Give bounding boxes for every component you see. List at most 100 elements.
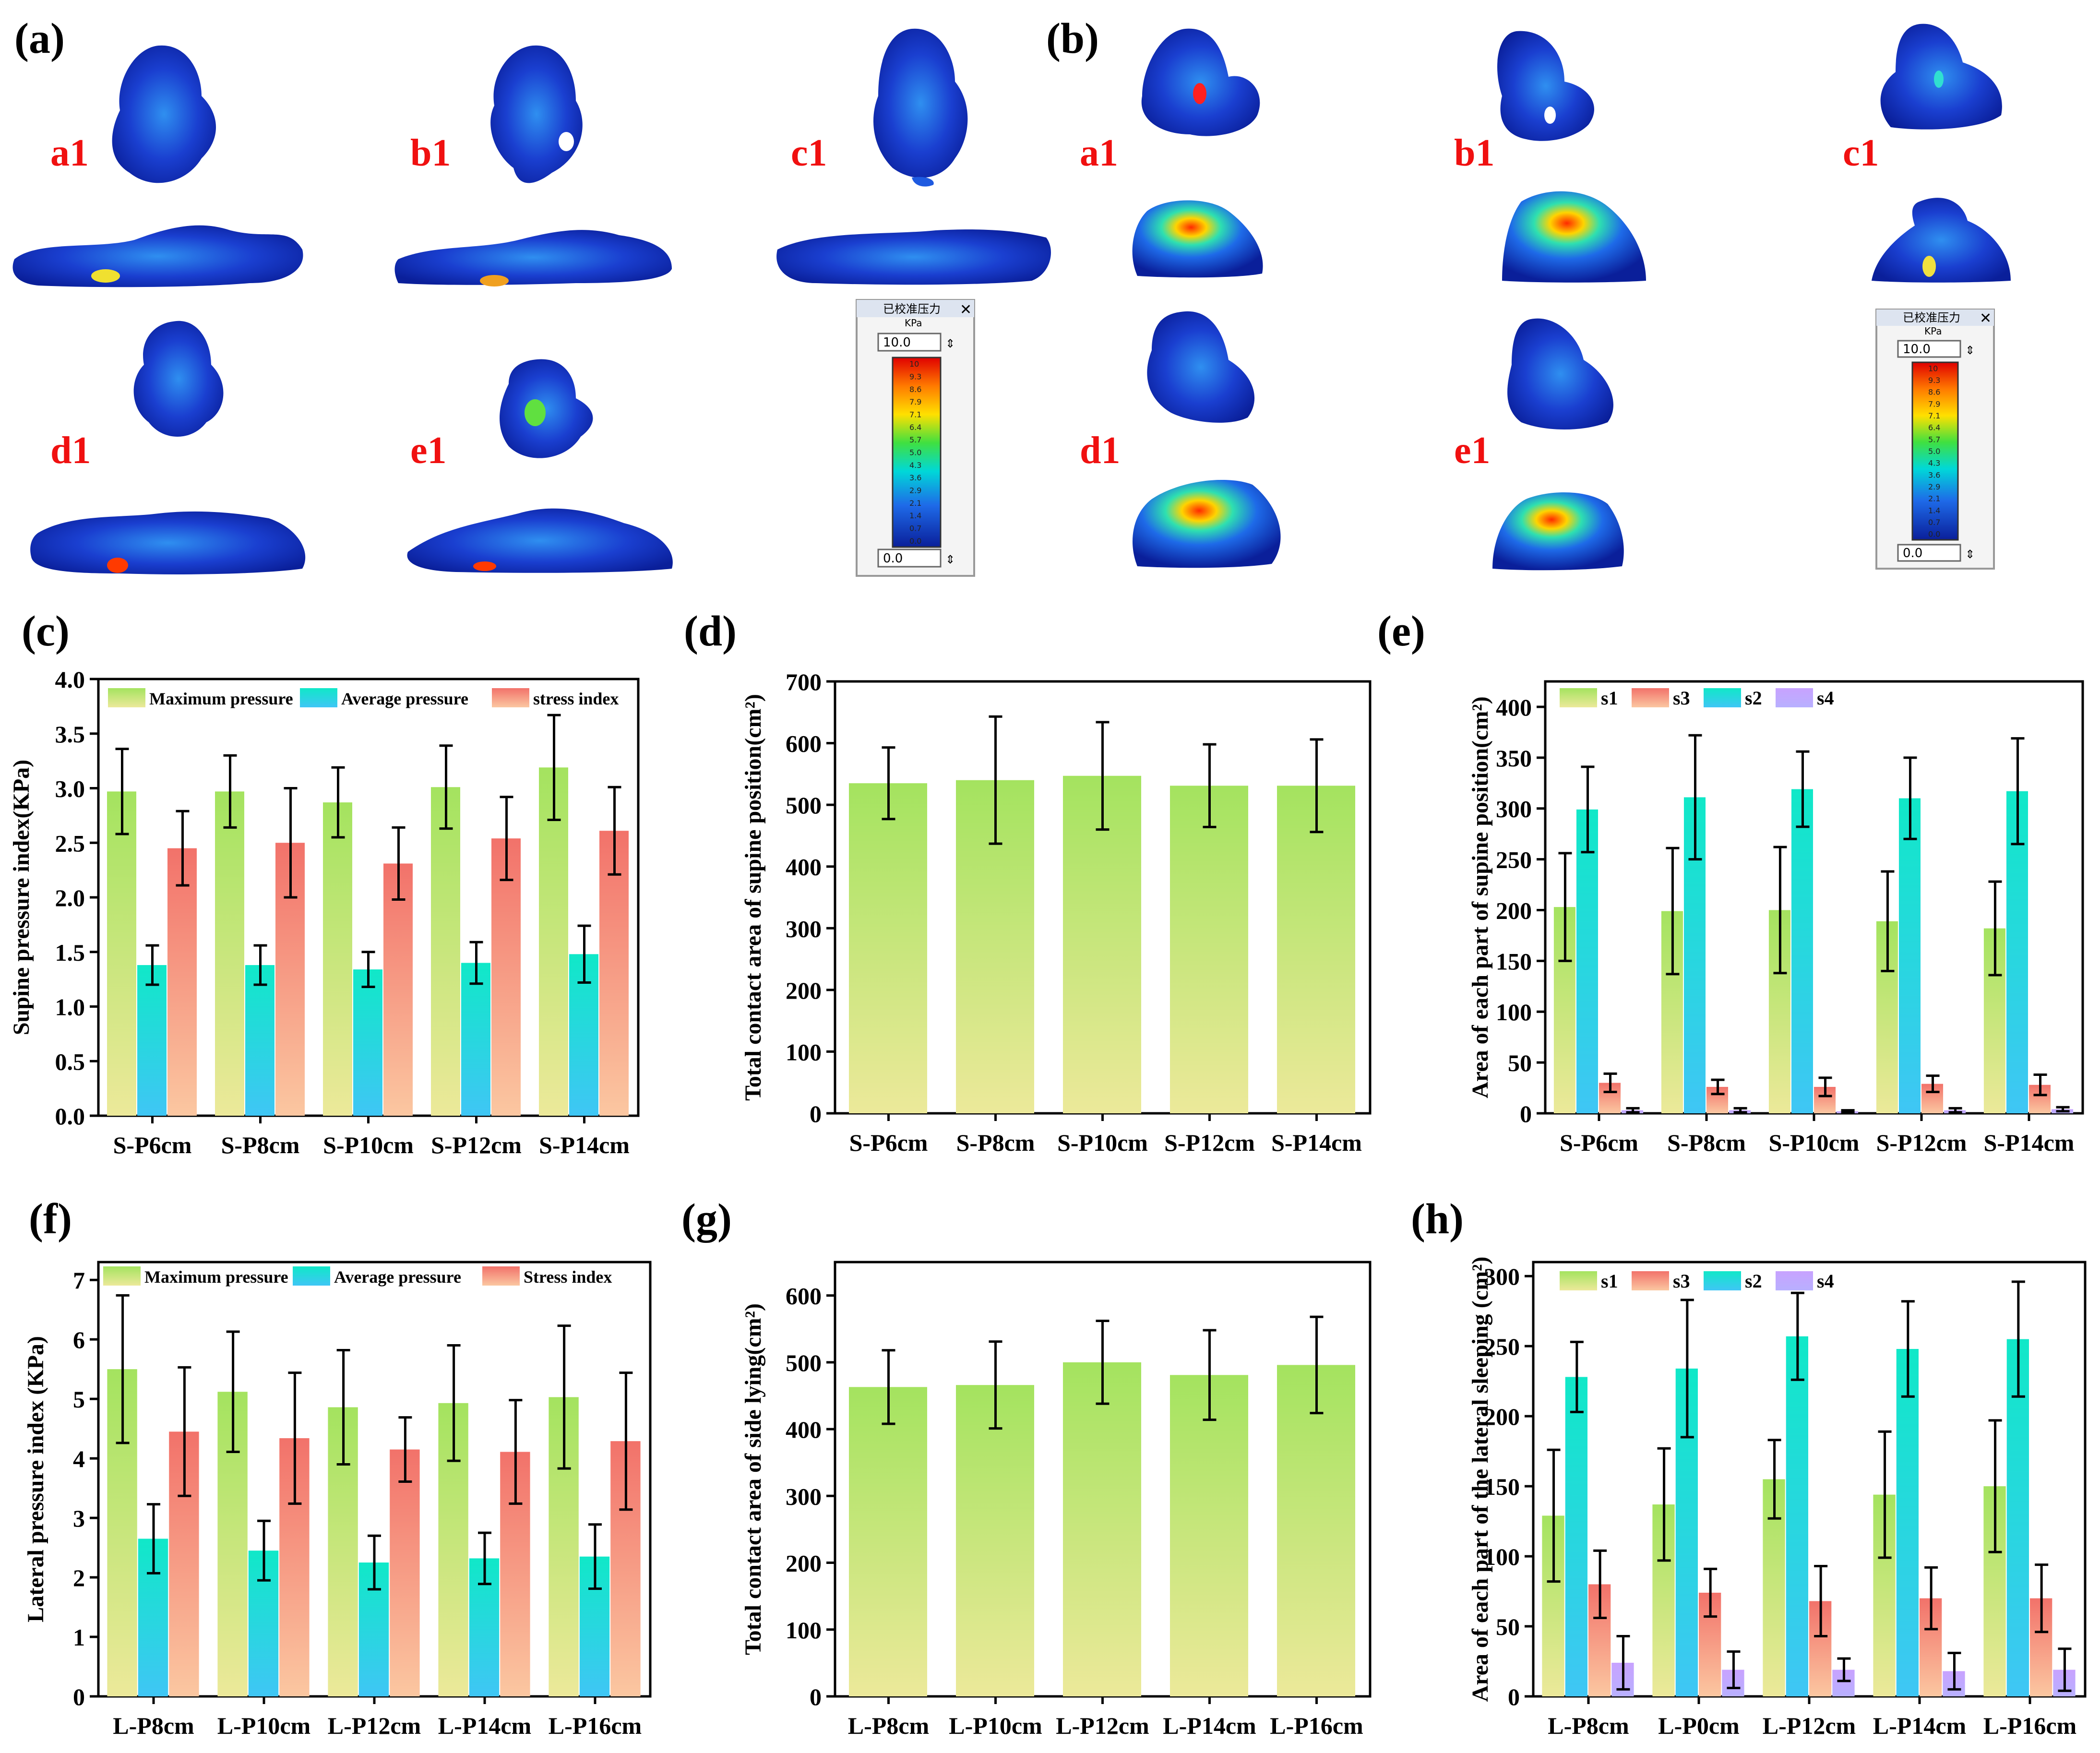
scale-unit: KPa xyxy=(905,317,922,329)
scale-tick-label: 9.3 xyxy=(909,372,921,382)
y-tick-label: 100 xyxy=(1484,1543,1520,1570)
hole xyxy=(559,132,574,151)
chart-f: 0 1 2 3 4 5 6 7 Lateral pressure index (KPa) L-P8… xyxy=(23,1261,652,1739)
legend-swatch xyxy=(1704,1271,1741,1290)
pressure-map-d1-head xyxy=(133,321,224,437)
bar xyxy=(107,791,136,1116)
x-tick-label: S-P10cm xyxy=(323,1132,414,1158)
legend-swatch xyxy=(1704,688,1741,707)
map-label-a1: a1 xyxy=(50,132,89,174)
map-label-c1: c1 xyxy=(791,132,827,174)
bar xyxy=(599,831,629,1116)
y-tick-label: 250 xyxy=(1496,847,1532,873)
bar xyxy=(215,791,244,1116)
legend-label: Maximum pressure xyxy=(149,689,293,708)
x-tick-label: S-P12cm xyxy=(1876,1129,1967,1156)
scale-tick-label: 7.1 xyxy=(909,410,921,419)
scale-colorbar xyxy=(892,357,942,548)
x-tick-label: S-P6cm xyxy=(113,1132,192,1158)
y-tick-label: 3.5 xyxy=(55,721,85,748)
y-tick-label: 3 xyxy=(73,1505,85,1532)
hotspot xyxy=(480,275,509,286)
y-tick-label: 400 xyxy=(786,1416,822,1443)
scale-tick-label: 8.6 xyxy=(909,385,921,394)
scale-tick-label: 5.0 xyxy=(909,448,921,457)
scale-tick-label: 7.1 xyxy=(1928,411,1940,420)
bar xyxy=(955,1385,1035,1696)
scale-tick-label: 0.7 xyxy=(909,524,921,533)
x-tick-label: S-P14cm xyxy=(1271,1129,1362,1156)
map-label-e1: e1 xyxy=(410,429,447,472)
map-label-b1: b1 xyxy=(1454,132,1495,174)
bar xyxy=(1062,1362,1142,1696)
scale-tick-label: 2.1 xyxy=(1928,494,1940,503)
x-tick-label: S-P8cm xyxy=(1667,1129,1746,1156)
hotspot xyxy=(1934,71,1944,88)
hotspot xyxy=(473,561,496,571)
y-tick-label: 7 xyxy=(73,1267,85,1294)
map-label-a1: a1 xyxy=(1080,132,1118,174)
x-tick-label: L-P16cm xyxy=(549,1712,642,1739)
legend-label: s2 xyxy=(1745,687,1762,709)
scale-tick-label: 10 xyxy=(909,359,919,369)
legend-label: Stress index xyxy=(524,1267,612,1287)
panel-label-f: (f) xyxy=(29,1195,72,1243)
map-label-b1: b1 xyxy=(410,132,451,174)
x-tick-label: S-P12cm xyxy=(431,1132,522,1158)
y-tick-label: 100 xyxy=(786,1038,822,1065)
spin-icon: ⇕ xyxy=(1965,344,1975,357)
panel-label-e: (e) xyxy=(1377,608,1425,655)
x-tick-label: L-P8cm xyxy=(1548,1712,1629,1739)
scale-tick-label: 7.9 xyxy=(1928,399,1940,408)
y-tick-label: 6 xyxy=(73,1326,85,1353)
hotspot xyxy=(525,399,546,426)
scale-colorbar xyxy=(1911,361,1959,541)
y-tick-label: 1.0 xyxy=(55,994,85,1021)
panel-label-h: (h) xyxy=(1411,1195,1464,1243)
pressure-scale-b: 已校准压力 ✕ KPa 10.0 ⇕ 10 9.3 8.6 7.9 7.1 6.4 5.7 5… xyxy=(1875,309,1995,570)
bar xyxy=(353,969,382,1116)
chart-c: 0.0 0.5 1.0 1.5 2.0 2.5 3.0 3.5 4.0 Supine pressu… xyxy=(9,666,640,1158)
x-tick-label: S-P12cm xyxy=(1164,1129,1255,1156)
y-tick-label: 300 xyxy=(786,915,822,942)
scale-bottom-value: 0.0 xyxy=(1903,546,1922,560)
y-tick-label: 0 xyxy=(810,1100,822,1127)
y-axis-label: Total contact area of side lying(cm²) xyxy=(740,1303,766,1655)
scale-close-icon: ✕ xyxy=(1980,310,1992,327)
legend-label: s4 xyxy=(1817,687,1834,709)
x-tick-label: L-P8cm xyxy=(113,1712,194,1739)
x-tick-label: L-P14cm xyxy=(1873,1712,1966,1739)
map-label-d1: d1 xyxy=(1080,429,1121,472)
bar xyxy=(167,848,197,1116)
y-tick-label: 0 xyxy=(810,1683,822,1710)
scale-tick-label: 10 xyxy=(1928,364,1938,373)
pressure-map-b1-head xyxy=(1497,31,1594,141)
x-tick-label: L-P0cm xyxy=(1658,1712,1739,1739)
scale-close-icon: ✕ xyxy=(960,301,972,318)
y-axis-label: Total contact area of supine position(cm… xyxy=(740,694,766,1101)
x-tick-label: L-P10cm xyxy=(949,1712,1042,1739)
scale-tick-label: 3.6 xyxy=(1928,470,1940,479)
hotspot xyxy=(1193,83,1206,104)
pressure-map-b1-body xyxy=(1502,191,1646,283)
spin-icon: ⇕ xyxy=(945,553,955,566)
panel-label-d: (d) xyxy=(684,608,737,655)
spin-icon: ⇕ xyxy=(1965,548,1975,561)
legend-swatch xyxy=(492,688,529,707)
hotspot xyxy=(1922,256,1936,277)
y-axis-label: Supine pressure index(KPa) xyxy=(9,760,34,1035)
bar xyxy=(461,963,490,1116)
bar xyxy=(383,863,413,1116)
pressure-map-a1-head xyxy=(112,45,216,183)
bar xyxy=(323,802,352,1116)
bar xyxy=(1576,809,1598,1113)
bar xyxy=(137,965,167,1116)
y-tick-label: 150 xyxy=(1484,1473,1520,1500)
legend-swatch xyxy=(482,1266,520,1286)
scale-tick-label: 3.6 xyxy=(909,473,921,482)
legend-label: s1 xyxy=(1601,687,1618,709)
legend-swatch xyxy=(1776,1271,1813,1290)
y-tick-label: 500 xyxy=(786,792,822,819)
